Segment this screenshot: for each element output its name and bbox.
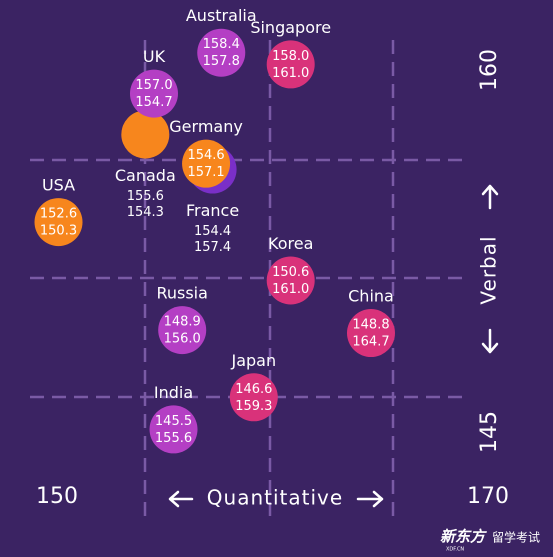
point [158, 306, 207, 355]
point-name: China [348, 287, 394, 306]
point [266, 256, 315, 305]
point-name: USA [42, 176, 75, 195]
logo-brand: 新东方 [440, 528, 487, 546]
x-value-label: 155.6 [155, 431, 192, 446]
point [229, 373, 278, 422]
point-name: Korea [268, 234, 313, 253]
arrow-left [168, 490, 194, 508]
x-value-label: 159.3 [235, 399, 272, 414]
value-label: 148.9 [164, 315, 201, 330]
point [121, 110, 170, 159]
x-axis-label: Quantitative [207, 486, 343, 510]
x-value-label: 156.0 [164, 332, 201, 347]
point-name: France [186, 201, 239, 220]
arrow-right [356, 490, 384, 508]
x-value-label: 164.7 [352, 335, 389, 350]
marks: Australia 158.4 157.8 Singapore 158.0 161.0 UK… [34, 6, 395, 454]
x-tick-label: 170 [467, 484, 509, 509]
point [129, 69, 178, 118]
point-name: Japan [230, 351, 276, 370]
point-name: Singapore [250, 18, 331, 37]
y-tick-label: 160 [477, 49, 502, 91]
point-name: UK [143, 47, 166, 66]
point [197, 28, 246, 77]
point [149, 405, 198, 454]
value-label: 158.0 [272, 49, 309, 64]
x-value-label: 157.8 [203, 54, 240, 69]
point-name: Germany [169, 117, 243, 136]
point-name: Russia [156, 284, 207, 303]
point-name: Australia [186, 6, 257, 25]
arrow-down [481, 328, 499, 354]
x-value-label: 157.1 [187, 165, 224, 180]
logo-text: 留学考试 [492, 530, 540, 545]
x-value-label: 161.0 [272, 66, 309, 81]
logo-url: XDF.CN [446, 547, 464, 553]
point-name: India [154, 383, 193, 402]
value-label: 158.4 [203, 37, 240, 52]
value-label: 157.0 [135, 78, 172, 93]
point [182, 139, 231, 188]
point [346, 309, 395, 358]
value-label: 154.4 [194, 224, 231, 239]
point [34, 198, 83, 247]
x-value-label: 154.7 [135, 95, 172, 110]
point [266, 40, 315, 89]
value-label: 150.6 [272, 265, 309, 280]
value-label: 146.6 [235, 382, 272, 397]
value-label: 145.5 [155, 414, 192, 429]
x-value-label: 154.3 [127, 205, 164, 220]
x-tick-label: 150 [36, 484, 78, 509]
y-axis-label: Verbal [477, 235, 501, 304]
point-name: Canada [115, 166, 176, 185]
x-value-label: 150.3 [40, 224, 77, 239]
x-value-label: 157.4 [194, 240, 231, 255]
value-label: 152.6 [40, 207, 77, 222]
arrow-up [481, 184, 499, 210]
value-label: 154.6 [187, 148, 224, 163]
x-value-label: 161.0 [272, 282, 309, 297]
value-label: 155.6 [127, 189, 164, 204]
y-tick-label: 145 [477, 411, 502, 453]
value-label: 148.8 [352, 318, 389, 333]
